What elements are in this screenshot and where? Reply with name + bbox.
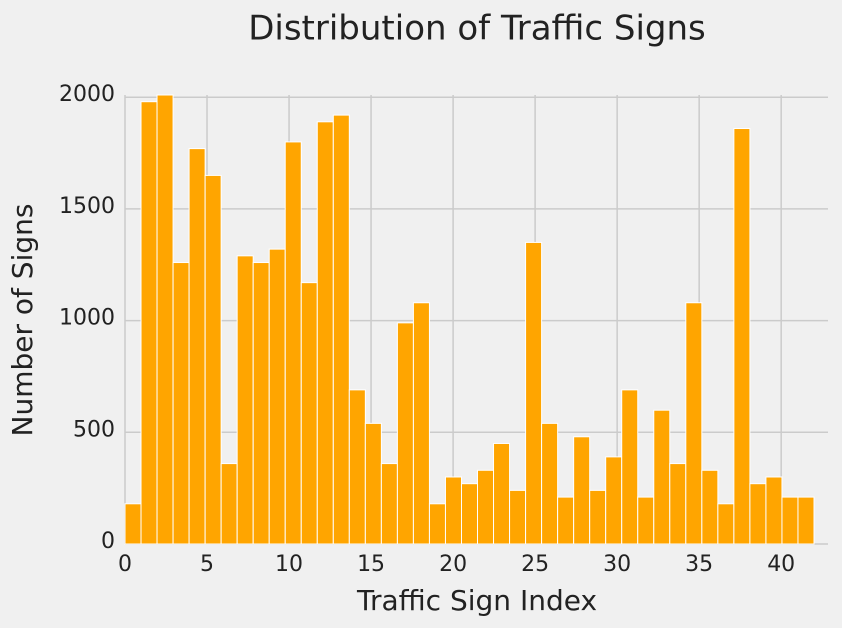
- bar: [348, 389, 366, 545]
- bar: [589, 489, 607, 545]
- bar: [124, 503, 142, 545]
- bar: [252, 262, 270, 545]
- bar: [653, 409, 671, 545]
- x-tick-label: 40: [767, 552, 795, 577]
- x-tick-label: 15: [357, 552, 385, 577]
- bar: [364, 422, 382, 545]
- y-tick-label: 1000: [59, 306, 115, 331]
- bar: [701, 469, 719, 545]
- bar: [685, 302, 703, 545]
- x-tick-label: 25: [521, 552, 549, 577]
- y-tick-label: 0: [101, 529, 115, 554]
- x-tick-label: 35: [685, 552, 713, 577]
- y-tick-label: 2000: [59, 82, 115, 107]
- bar: [573, 436, 591, 545]
- bar: [781, 496, 799, 545]
- bar: [637, 496, 655, 545]
- x-axis-label: Traffic Sign Index: [356, 584, 597, 617]
- bar: [493, 442, 511, 545]
- bar: [396, 322, 414, 545]
- bar: [140, 101, 158, 545]
- bar: [412, 302, 430, 545]
- y-axis-label: Number of Signs: [6, 204, 39, 437]
- bar: [797, 496, 815, 545]
- bar: [332, 114, 350, 545]
- x-tick-label: 20: [439, 552, 467, 577]
- bar: [204, 174, 222, 545]
- bar: [733, 128, 751, 545]
- x-tick-label: 10: [275, 552, 303, 577]
- y-tick-label: 500: [73, 417, 115, 442]
- y-tick-label: 1500: [59, 194, 115, 219]
- bar: [268, 248, 286, 545]
- bar: [284, 141, 302, 545]
- bar: [557, 496, 575, 545]
- bar: [541, 422, 559, 545]
- bar: [460, 483, 479, 545]
- bar: [428, 503, 446, 545]
- bar: [156, 94, 174, 545]
- bar: [749, 483, 767, 545]
- bar: [300, 282, 318, 545]
- bar: [220, 463, 238, 545]
- x-tick-label: 30: [603, 552, 631, 577]
- bar: [444, 476, 462, 545]
- bar: [380, 463, 398, 545]
- bar: [669, 463, 687, 545]
- bar: [717, 503, 735, 545]
- bar: [236, 255, 254, 545]
- bar: [621, 389, 639, 545]
- bar: [172, 262, 190, 545]
- chart-title: Distribution of Traffic Signs: [248, 9, 706, 49]
- bar: [477, 469, 495, 545]
- bar: [765, 476, 783, 545]
- x-tick-label: 5: [200, 552, 214, 577]
- bar: [188, 148, 206, 545]
- bar: [316, 121, 334, 545]
- x-tick-label: 0: [118, 552, 132, 577]
- bar: [525, 241, 543, 545]
- bar: [605, 456, 623, 545]
- bar: [509, 489, 527, 545]
